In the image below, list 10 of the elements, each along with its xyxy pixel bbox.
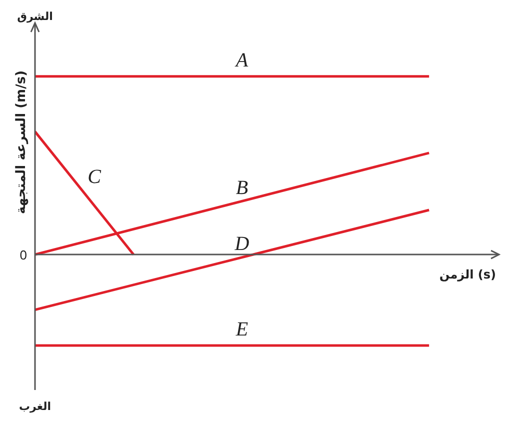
text: 0 [20,248,27,263]
series-label: A [234,49,249,72]
series-label: B [236,176,248,199]
series-label: D [234,232,250,255]
series-label: E [234,318,248,340]
series-label: C [88,166,102,188]
text: الغرب [18,400,52,413]
text: الشرق [17,10,53,23]
x-axis-title: الزمن (s) [439,268,496,282]
y-axis-title: السرعة المتجهة (m/s) [14,70,29,214]
